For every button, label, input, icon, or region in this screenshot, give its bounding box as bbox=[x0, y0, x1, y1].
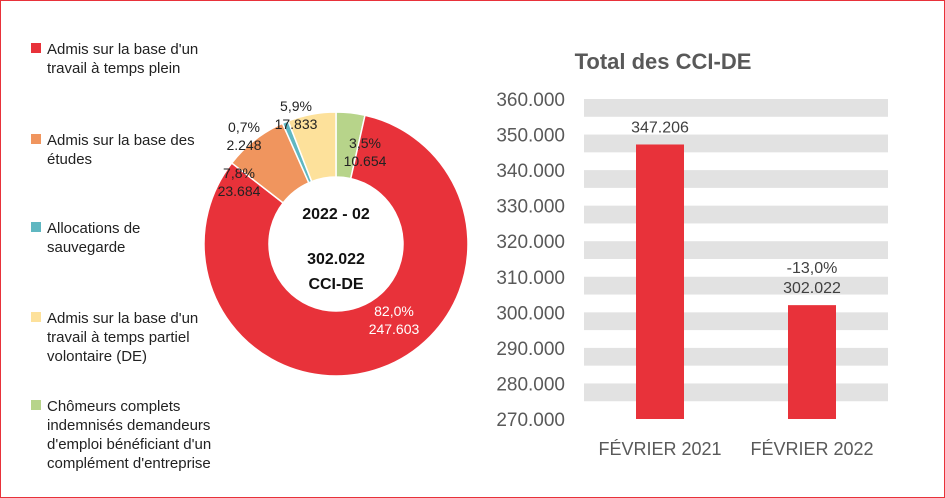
grid-band bbox=[584, 347, 888, 366]
y-tick-label: 320.000 bbox=[496, 232, 565, 253]
bar bbox=[788, 305, 836, 419]
x-axis-categories: FÉVRIER 2021 FÉVRIER 2022 bbox=[598, 439, 873, 459]
legend-entry-text: études bbox=[47, 151, 92, 168]
y-tick-label: 350.000 bbox=[496, 126, 565, 147]
legend-entry-text: Allocations de bbox=[47, 220, 140, 237]
legend-entry-text: Admis sur la base d'un bbox=[47, 310, 198, 327]
legend-entry-text: travail à temps partiel bbox=[47, 329, 190, 346]
donut-pct-label: 0,7% bbox=[228, 119, 260, 135]
grid-band bbox=[584, 99, 888, 117]
legend-entry-text: Chômeurs complets bbox=[47, 398, 180, 415]
legend-entry-text: indemnisés demandeurs bbox=[47, 417, 210, 434]
legend-swatch bbox=[31, 400, 41, 410]
y-tick-label: 290.000 bbox=[496, 339, 565, 360]
grid-band bbox=[584, 241, 888, 259]
y-tick-label: 300.000 bbox=[496, 303, 565, 324]
legend-entry-text: complément d'entreprise bbox=[47, 455, 211, 472]
bar-series bbox=[636, 144, 836, 419]
donut-value-label: 23.684 bbox=[218, 183, 261, 199]
center-total: 302.022 bbox=[307, 251, 365, 268]
bar-value-label: 347.206 bbox=[631, 119, 689, 136]
donut-pct-label: 82,0% bbox=[374, 303, 414, 319]
y-tick-label: 280.000 bbox=[496, 374, 565, 395]
donut-legend: Admis sur la base d'un travail à temps pl… bbox=[31, 41, 211, 472]
donut-value-label: 10.654 bbox=[344, 153, 387, 169]
grid-band bbox=[584, 134, 888, 153]
y-tick-label: 270.000 bbox=[496, 410, 565, 431]
grid-band bbox=[584, 205, 888, 224]
y-tick-label: 330.000 bbox=[496, 197, 565, 218]
legend-entry-text: sauvegarde bbox=[47, 239, 125, 256]
donut-data-labels: 82,0% 247.603 7,8% 23.684 0,7% 2.248 5,9% 17.83… bbox=[218, 98, 420, 337]
donut-pct-label: 5,9% bbox=[280, 98, 312, 114]
donut-center-label: 2022 - 02 302.022 CCI-DE bbox=[302, 206, 370, 293]
donut-slice bbox=[287, 111, 337, 183]
grid-band bbox=[584, 312, 888, 331]
legend-swatch bbox=[31, 222, 41, 232]
bar-grid bbox=[584, 99, 888, 402]
donut-chart bbox=[203, 111, 469, 377]
donut-value-label: 2.248 bbox=[226, 137, 261, 153]
center-unit: CCI-DE bbox=[308, 276, 363, 293]
legend-entry-text: d'emploi bénéficiant d'un bbox=[47, 436, 211, 453]
donut-value-label: 247.603 bbox=[369, 321, 420, 337]
bar-chart-title: Total des CCI-DE bbox=[575, 49, 752, 74]
x-category-label: FÉVRIER 2022 bbox=[750, 439, 873, 459]
legend-entry-text: Admis sur la base d'un bbox=[47, 41, 198, 58]
donut-value-label: 17.833 bbox=[275, 116, 318, 132]
y-tick-label: 310.000 bbox=[496, 268, 565, 289]
y-axis-ticks: 270.000 280.000 290.000 300.000 310.000 320.0… bbox=[496, 90, 565, 431]
donut-slice bbox=[203, 114, 469, 377]
y-tick-label: 340.000 bbox=[496, 161, 565, 182]
bar-value-label: 302.022 bbox=[783, 280, 841, 297]
grid-band bbox=[584, 383, 888, 402]
legend-entry-text: volontaire (DE) bbox=[47, 348, 147, 365]
legend-swatch bbox=[31, 134, 41, 144]
legend-swatch bbox=[31, 312, 41, 322]
x-category-label: FÉVRIER 2021 bbox=[598, 439, 721, 459]
y-tick-label: 360.000 bbox=[496, 90, 565, 111]
bar-change-label: -13,0% bbox=[787, 260, 838, 277]
donut-pct-label: 3,5% bbox=[349, 135, 381, 151]
donut-pct-label: 7,8% bbox=[223, 165, 255, 181]
grid-band bbox=[584, 276, 888, 295]
grid-band bbox=[584, 170, 888, 188]
bar-data-labels: 347.206 302.022 -13,0% bbox=[631, 119, 841, 297]
legend-entry-text: Admis sur la base des bbox=[47, 132, 195, 149]
center-period: 2022 - 02 bbox=[302, 206, 370, 223]
bar bbox=[636, 144, 684, 419]
legend-swatch bbox=[31, 43, 41, 53]
legend-entry-text: travail à temps plein bbox=[47, 60, 180, 77]
